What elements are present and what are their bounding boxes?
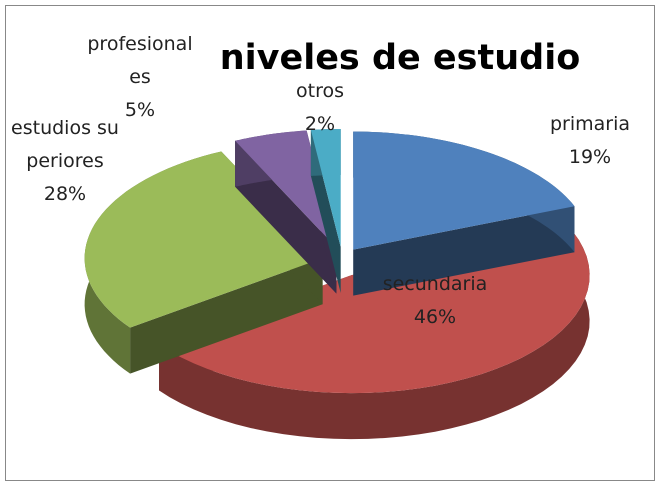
value-label: 2% — [304, 113, 336, 135]
slice — [310, 129, 341, 293]
data-label: secundaria 46% — [370, 268, 500, 334]
slice-top — [353, 131, 575, 250]
slice-side — [353, 206, 575, 296]
slice — [353, 131, 575, 296]
data-label: primaria 19% — [535, 108, 645, 174]
slice — [84, 151, 323, 374]
value-label: 28% — [43, 183, 87, 205]
value-label: 5% — [124, 99, 156, 121]
chart-frame — [5, 5, 655, 481]
category-label: otros — [296, 80, 344, 102]
chart-title: niveles de estudio — [219, 38, 581, 78]
slice-top — [84, 151, 323, 328]
slice-top — [159, 231, 590, 394]
slice-side — [130, 258, 323, 374]
value-label: 19% — [568, 146, 612, 168]
data-label: profesionales 5% — [82, 28, 198, 127]
data-label: estudios superiores 28% — [10, 112, 120, 211]
data-label: otros 2% — [290, 75, 350, 141]
slice-wall — [159, 231, 590, 440]
category-label: secundaria — [382, 273, 488, 295]
category-label: profesionales — [87, 33, 193, 88]
category-label: estudios superiores — [11, 117, 119, 172]
slice — [159, 231, 590, 440]
value-label: 46% — [413, 306, 457, 328]
category-label: primaria — [549, 113, 631, 135]
slice-top — [310, 129, 341, 247]
